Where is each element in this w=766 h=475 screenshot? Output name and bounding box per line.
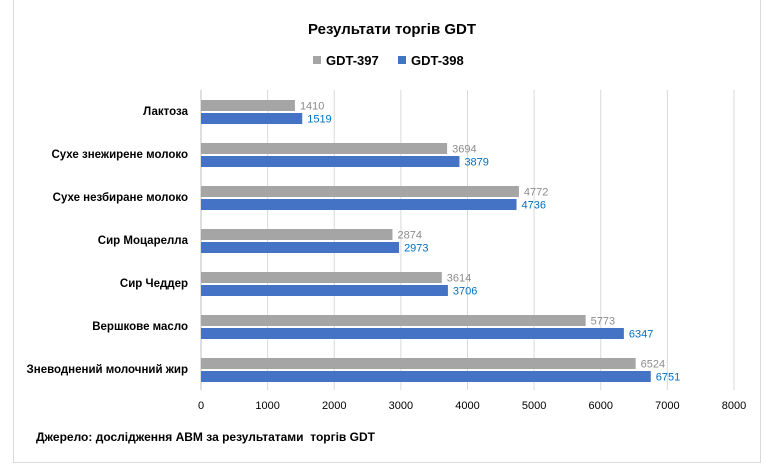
data-label: 6751 — [656, 372, 680, 384]
legend-label: GDT-398 — [411, 53, 464, 68]
data-label: 3614 — [447, 273, 471, 285]
x-tick-label: 0 — [198, 400, 204, 412]
bar-gdt-397 — [201, 100, 295, 111]
legend: GDT-397 GDT-398 — [313, 53, 464, 68]
x-tick-label: 6000 — [589, 400, 613, 412]
x-tick-label: 2000 — [322, 400, 346, 412]
category-label: Сир Моцарелла — [98, 235, 189, 247]
data-label: 2874 — [397, 230, 421, 242]
category-label: Лактоза — [143, 106, 188, 118]
bar-gdt-397 — [201, 143, 448, 154]
legend-label: GDT-397 — [326, 53, 379, 68]
bar-gdt-397 — [201, 186, 519, 197]
bar-gdt-397 — [201, 315, 586, 326]
bar-gdt-398 — [201, 371, 651, 382]
data-label: 6524 — [641, 359, 665, 371]
data-label: 3694 — [452, 144, 476, 156]
data-label: 4736 — [522, 200, 546, 212]
bar-gdt-398 — [201, 328, 624, 339]
source-note: Джерело: дослідження АВМ за результатами… — [36, 430, 376, 444]
bar-gdt-398 — [201, 156, 460, 167]
bar-gdt-398 — [201, 285, 448, 296]
data-label: 5773 — [591, 316, 615, 328]
x-tick-label: 7000 — [655, 400, 679, 412]
data-label: 4772 — [524, 187, 548, 199]
chart-frame — [13, 0, 761, 463]
category-label: Сухе незбиране молоко — [53, 192, 188, 204]
x-tick-label: 1000 — [255, 400, 279, 412]
data-label: 1519 — [307, 114, 331, 126]
bar-gdt-397 — [201, 272, 442, 283]
bar-gdt-397 — [201, 229, 393, 240]
legend-swatch — [313, 56, 321, 64]
bar-gdt-397 — [201, 358, 636, 369]
x-tick-label: 4000 — [455, 400, 479, 412]
chart-title: Результати торгів GDT — [308, 21, 476, 38]
category-label: Сухе знежирене молоко — [51, 149, 188, 161]
bar-gdt-398 — [201, 113, 303, 124]
data-label: 1410 — [300, 101, 324, 113]
data-label: 6347 — [629, 329, 653, 341]
category-label: Вершкове масло — [92, 321, 188, 333]
bar-gdt-398 — [201, 199, 517, 210]
bar-gdt-398 — [201, 242, 400, 253]
category-label: Сир Чеддер — [120, 278, 188, 290]
x-tick-label: 5000 — [522, 400, 546, 412]
category-label: Зневоднений молочний жир — [27, 364, 188, 376]
data-label: 3706 — [453, 286, 477, 298]
data-label: 3879 — [464, 157, 488, 169]
x-tick-label: 3000 — [389, 400, 413, 412]
data-label: 2973 — [404, 243, 428, 255]
legend-swatch — [398, 56, 406, 64]
x-tick-label: 8000 — [722, 400, 746, 412]
